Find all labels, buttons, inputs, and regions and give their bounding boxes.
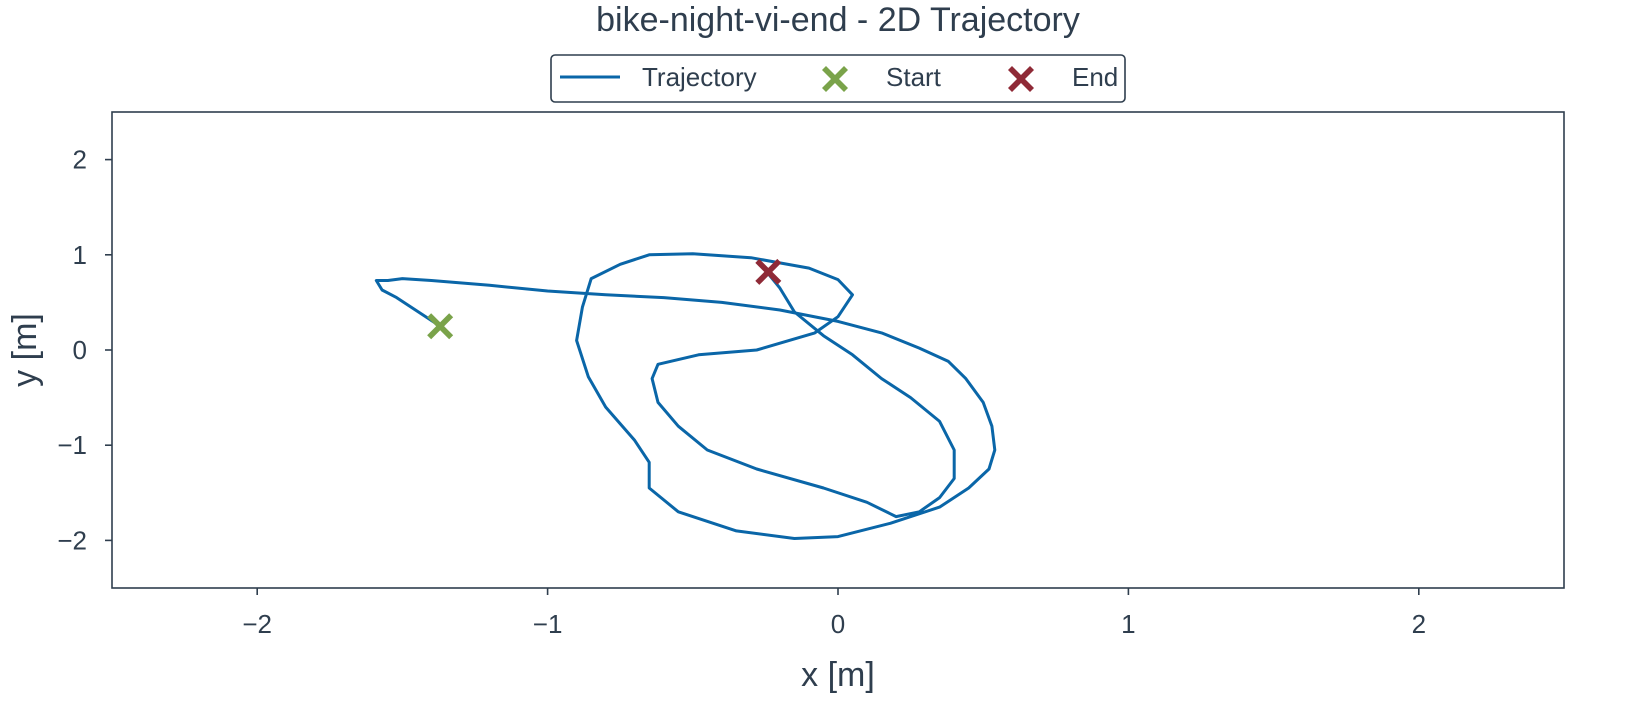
chart-title: bike-night-vi-end - 2D Trajectory xyxy=(596,1,1080,39)
y-tick-label: 2 xyxy=(73,145,87,175)
y-tick-label: −2 xyxy=(57,525,87,555)
x-tick-label: −1 xyxy=(533,609,563,639)
y-axis-ticks: −2 −1 0 1 2 xyxy=(57,145,112,555)
y-axis-label: y [m] xyxy=(6,313,44,387)
y-tick-label: −1 xyxy=(57,430,87,460)
legend-start-marker xyxy=(822,66,848,92)
y-tick-label: 0 xyxy=(73,335,87,365)
x-tick-label: 0 xyxy=(831,609,845,639)
legend-end-marker xyxy=(1008,66,1034,92)
legend-start-label: Start xyxy=(886,62,942,92)
x-tick-label: −2 xyxy=(242,609,272,639)
x-axis-label: x [m] xyxy=(801,656,875,694)
legend: Trajectory Start End xyxy=(550,54,1126,103)
trajectory-line xyxy=(374,252,997,540)
y-tick-label: 1 xyxy=(73,240,87,270)
plot-area-frame xyxy=(111,111,1565,589)
start-marker xyxy=(427,313,454,340)
end-marker xyxy=(755,258,782,285)
legend-end-label: End xyxy=(1072,62,1118,92)
legend-trajectory-label: Trajectory xyxy=(642,62,757,92)
x-axis-ticks: −2 −1 0 1 2 xyxy=(242,588,1426,639)
x-tick-label: 2 xyxy=(1412,609,1426,639)
x-tick-label: 1 xyxy=(1121,609,1135,639)
